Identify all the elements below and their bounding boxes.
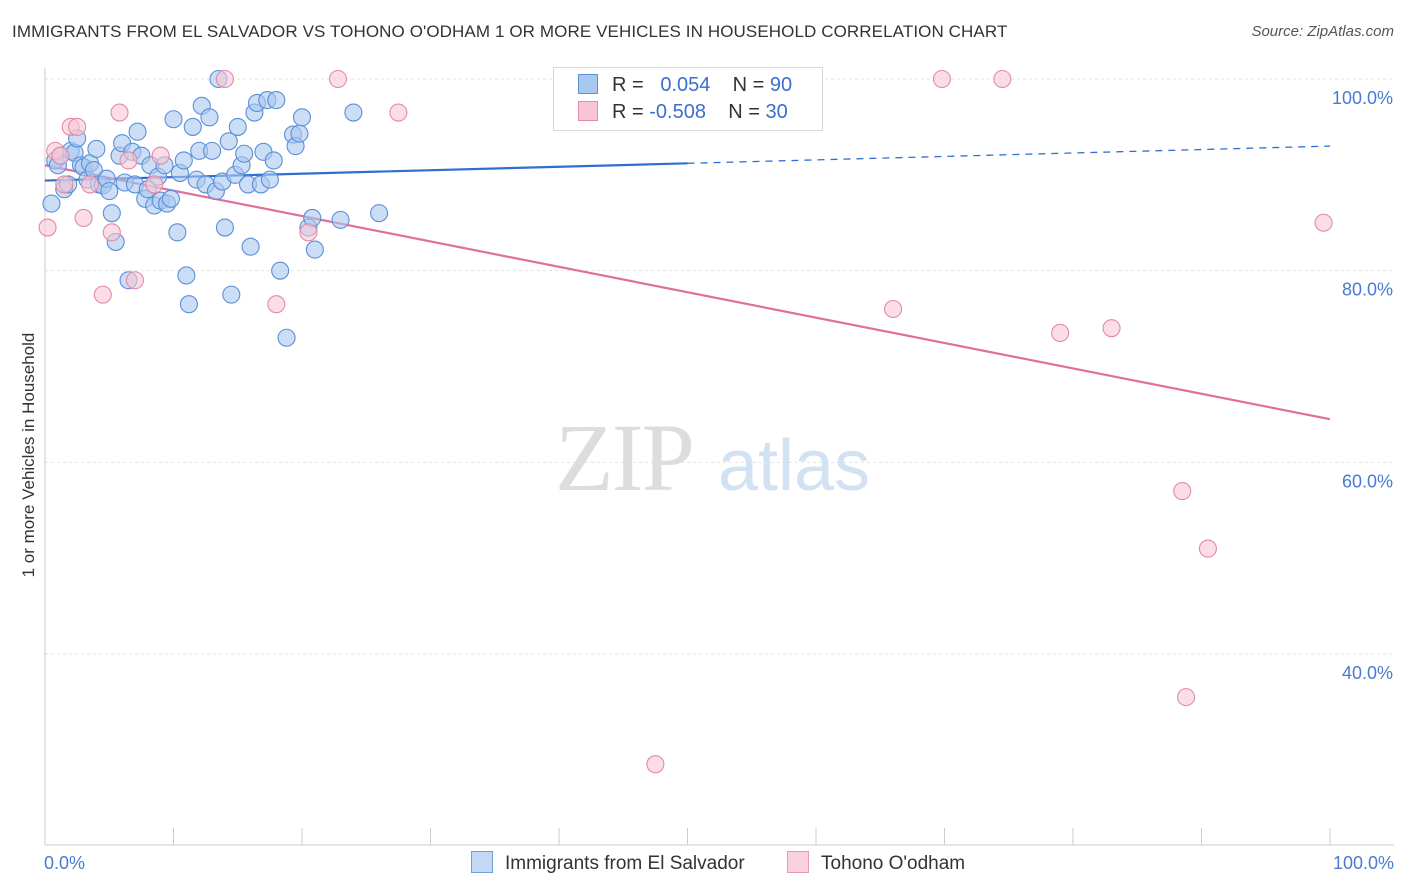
watermark: ZIP atlas	[555, 404, 870, 511]
legend-n-label: N =	[728, 101, 760, 123]
legend-r-value: -0.508	[649, 101, 706, 123]
legend-n-value: 30	[765, 101, 788, 123]
legend-swatch-pink	[578, 101, 598, 121]
data-point-el-salvador	[290, 124, 309, 143]
data-point-tohono	[74, 208, 93, 228]
y-tick-label: 60.0%	[1342, 471, 1393, 491]
tick-labels: 0.0% 100.0% 40.0% 60.0% 80.0% 100.0%	[44, 88, 1394, 873]
data-point-tohono	[151, 146, 170, 165]
trend-line-el-salvador-projection	[687, 145, 1331, 164]
data-point-el-salvador	[164, 110, 183, 129]
data-point-el-salvador	[100, 182, 119, 201]
data-point-tohono	[102, 223, 121, 242]
data-point-el-salvador	[200, 108, 219, 127]
legend-item-tohono: Tohono O'odham	[787, 851, 965, 875]
data-point-tohono	[932, 69, 951, 89]
data-point-tohono	[215, 69, 234, 89]
data-point-tohono	[110, 103, 129, 122]
stats-legend: R = 0.054 N = 90 R = -0.508 N = 30	[553, 67, 823, 131]
data-point-tohono	[299, 223, 318, 242]
data-point-tohono	[1177, 688, 1196, 707]
data-point-el-salvador	[222, 285, 241, 304]
y-axis-title: 1 or more Vehicles in Household	[19, 333, 38, 578]
data-point-tohono	[646, 755, 665, 774]
data-point-tohono	[328, 69, 348, 89]
watermark-atlas: atlas	[718, 426, 870, 506]
y-tick-label: 80.0%	[1342, 280, 1393, 300]
data-point-el-salvador	[219, 132, 238, 151]
data-point-tohono	[55, 175, 74, 194]
data-point-el-salvador	[179, 295, 198, 314]
data-point-tohono	[993, 69, 1012, 89]
legend-r-label: R =	[612, 74, 644, 96]
data-point-tohono	[1198, 539, 1217, 558]
data-point-el-salvador	[260, 170, 279, 189]
data-point-el-salvador	[305, 240, 324, 259]
trend-line-tohono	[44, 164, 1331, 421]
legend-swatch-blue	[578, 74, 598, 94]
y-tick-label: 100.0%	[1332, 88, 1393, 108]
legend-label: Tohono O'odham	[821, 853, 966, 874]
trend-lines	[44, 145, 1331, 421]
legend-n-label: N =	[732, 74, 765, 96]
y-tick-label: 40.0%	[1342, 663, 1393, 683]
data-point-el-salvador	[370, 204, 389, 223]
watermark-zip: ZIP	[555, 404, 693, 511]
stats-legend-row-blue: R = 0.054 N = 90	[578, 74, 792, 100]
data-point-el-salvador	[203, 141, 222, 160]
legend-r-value: 0.054	[660, 74, 711, 96]
data-point-tohono	[38, 218, 57, 237]
legend-n-value: 90	[769, 74, 793, 96]
x-tick-label-min: 0.0%	[44, 853, 85, 873]
data-point-el-salvador	[177, 266, 196, 285]
data-point-el-salvador	[183, 117, 202, 136]
data-point-el-salvador	[161, 189, 180, 208]
data-point-tohono	[389, 103, 408, 122]
data-points	[38, 69, 1333, 774]
legend-swatch-pink	[787, 851, 809, 873]
chart-title: IMMIGRANTS FROM EL SALVADOR VS TOHONO O'…	[12, 22, 1008, 41]
data-point-el-salvador	[102, 204, 121, 223]
data-point-el-salvador	[264, 151, 283, 170]
data-point-el-salvador	[87, 139, 106, 159]
data-point-tohono	[1051, 323, 1070, 343]
data-point-el-salvador	[168, 223, 187, 242]
data-point-el-salvador	[331, 210, 350, 229]
data-point-el-salvador	[277, 328, 296, 347]
data-point-tohono	[51, 146, 70, 165]
legend-swatch-blue	[471, 851, 493, 873]
data-point-tohono	[125, 271, 144, 290]
legend-item-el-salvador: Immigrants from El Salvador	[471, 851, 745, 875]
x-tick-label-max: 100.0%	[1333, 853, 1394, 873]
stats-legend-row-pink: R = -0.508 N = 30	[578, 101, 788, 127]
data-point-el-salvador	[271, 261, 290, 280]
data-point-el-salvador	[215, 218, 234, 237]
legend-r-label: R =	[612, 101, 644, 123]
data-point-tohono	[1102, 319, 1121, 338]
data-point-el-salvador	[235, 144, 254, 163]
data-point-tohono	[119, 151, 138, 170]
data-point-el-salvador	[267, 91, 286, 110]
data-point-tohono	[884, 299, 903, 319]
data-point-el-salvador	[174, 151, 193, 170]
data-point-el-salvador	[128, 122, 147, 141]
data-point-tohono	[68, 117, 87, 136]
gridlines	[44, 78, 1394, 845]
data-point-tohono	[80, 175, 100, 194]
legend-label: Immigrants from El Salvador	[505, 853, 745, 874]
data-point-tohono	[267, 295, 286, 314]
data-point-tohono	[1173, 482, 1192, 501]
source-label: Source: ZipAtlas.com	[1251, 23, 1394, 40]
data-point-el-salvador	[344, 103, 363, 122]
data-point-el-salvador	[228, 117, 247, 136]
data-point-el-salvador	[42, 194, 61, 213]
data-point-tohono	[93, 285, 112, 304]
data-point-el-salvador	[241, 237, 260, 256]
data-point-tohono	[1314, 213, 1333, 232]
data-point-el-salvador	[292, 108, 312, 127]
data-point-tohono	[145, 175, 164, 194]
